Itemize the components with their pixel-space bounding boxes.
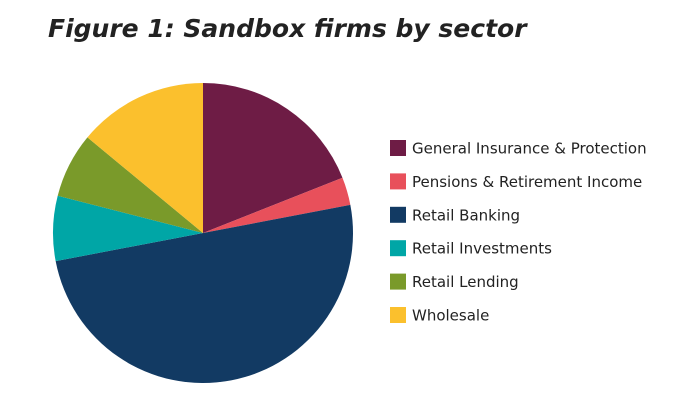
legend-swatch xyxy=(390,307,406,323)
legend-swatch xyxy=(390,273,406,290)
pie-slice xyxy=(55,204,353,384)
pie-slice xyxy=(53,195,204,262)
pie-slice xyxy=(57,137,203,233)
pie-slice xyxy=(203,83,343,233)
legend-label: General Insurance & Protection xyxy=(412,140,647,158)
legend-label: Retail Lending xyxy=(412,273,519,291)
legend-swatch xyxy=(390,173,406,190)
legend-label: Retail Investments xyxy=(412,240,552,258)
chart-title: Figure 1: Sandbox firms by sector xyxy=(48,14,528,43)
legend-label: Pensions & Retirement Income xyxy=(412,173,642,191)
legend-label: Retail Banking xyxy=(412,206,520,224)
legend-swatch xyxy=(390,140,406,156)
pie-slice xyxy=(203,177,351,233)
legend-swatch xyxy=(390,206,406,223)
legend-label: Wholesale xyxy=(412,307,489,325)
pie-slice xyxy=(87,83,203,233)
legend-swatch xyxy=(390,240,406,257)
